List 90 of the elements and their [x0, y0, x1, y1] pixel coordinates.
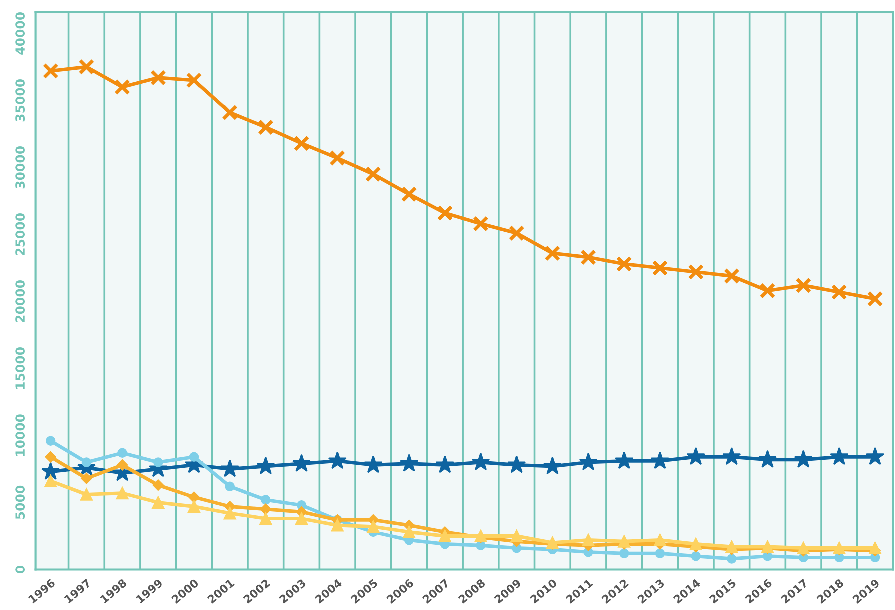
point: [189, 452, 200, 462]
point: [80, 488, 93, 501]
point: [292, 454, 312, 472]
y-tick-label: 30000: [16, 146, 26, 189]
y-tick-label: 40000: [16, 12, 26, 55]
point: [401, 186, 418, 202]
point: [188, 492, 200, 503]
point: [114, 79, 131, 96]
point: [260, 504, 272, 516]
point: [294, 136, 310, 152]
point: [760, 282, 776, 299]
point: [727, 554, 737, 564]
point: [616, 256, 632, 272]
point: [830, 447, 849, 466]
y-tick-label: 15000: [16, 348, 26, 390]
point: [116, 487, 129, 500]
point: [686, 447, 706, 466]
point: [510, 530, 524, 542]
point: [46, 436, 56, 446]
point: [508, 455, 526, 474]
point: [472, 452, 490, 471]
point: [116, 460, 128, 471]
point: [543, 456, 562, 475]
point: [582, 534, 595, 547]
point: [544, 245, 561, 262]
point: [78, 59, 95, 76]
point: [118, 448, 128, 458]
point: [654, 534, 666, 547]
y-tick-label: 35000: [16, 80, 26, 122]
point: [152, 496, 165, 509]
point: [690, 538, 702, 551]
point: [81, 473, 92, 484]
point: [655, 548, 666, 559]
point: [154, 458, 164, 468]
point: [722, 447, 742, 466]
point: [296, 512, 308, 526]
point: [222, 104, 238, 121]
point: [831, 284, 848, 300]
point: [691, 551, 701, 562]
point: [220, 460, 240, 478]
point: [758, 450, 778, 468]
point: [403, 526, 416, 538]
point: [797, 542, 810, 555]
point: [400, 454, 419, 472]
point: [152, 480, 164, 491]
point: [261, 495, 271, 505]
point: [650, 451, 670, 470]
point: [615, 451, 634, 470]
point: [186, 72, 202, 89]
point: [150, 70, 166, 86]
point: [688, 264, 704, 280]
point: [82, 458, 92, 468]
point: [620, 548, 630, 559]
point: [44, 475, 58, 488]
point: [330, 150, 346, 166]
y-tick-label: 10000: [16, 414, 26, 456]
point: [367, 520, 380, 534]
point: [258, 119, 274, 136]
point: [260, 512, 272, 526]
point: [473, 216, 489, 232]
point: [869, 542, 882, 555]
point: [618, 535, 631, 548]
point: [436, 455, 454, 474]
point: [867, 291, 884, 307]
point: [508, 225, 525, 242]
point: [438, 530, 452, 542]
point: [866, 447, 885, 466]
point: [42, 63, 59, 80]
point: [256, 456, 276, 475]
point: [794, 450, 813, 468]
point: [45, 452, 56, 463]
point: [328, 451, 347, 470]
point: [225, 482, 235, 492]
point: [364, 455, 383, 474]
point: [331, 519, 344, 532]
point: [365, 166, 382, 182]
point: [437, 205, 454, 222]
y-tick-label: 0: [16, 566, 26, 574]
point: [188, 500, 200, 513]
y-tick-label: 20000: [16, 280, 26, 322]
point: [652, 260, 668, 276]
point: [42, 462, 60, 480]
y-tick-label: 25000: [16, 214, 26, 256]
point: [726, 540, 738, 554]
point: [579, 452, 598, 471]
point: [580, 249, 597, 266]
point: [724, 268, 740, 284]
point: [796, 278, 812, 294]
y-tick-label: 5000: [16, 486, 26, 520]
point: [224, 507, 236, 520]
